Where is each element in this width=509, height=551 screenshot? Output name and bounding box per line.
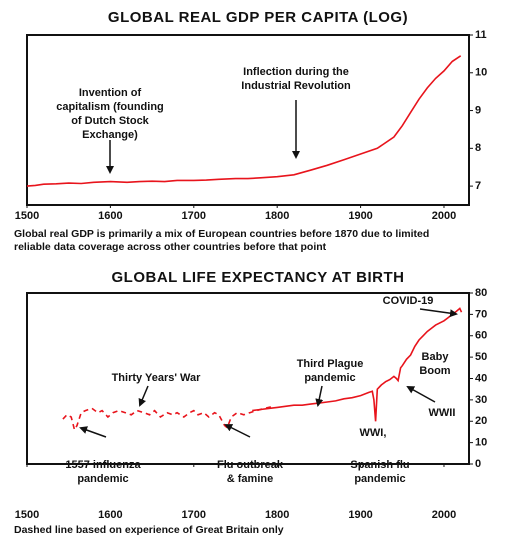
y-tick-label: 0 xyxy=(475,458,481,470)
annotation: Invention of xyxy=(79,87,142,99)
line xyxy=(26,55,462,187)
annotation: Exchange) xyxy=(82,129,138,141)
x-tick-label: 2000 xyxy=(432,509,456,521)
x-tick-label: 1900 xyxy=(348,210,372,222)
annotation-arrow xyxy=(406,386,436,403)
line xyxy=(62,405,274,432)
annotation: Baby xyxy=(422,351,450,363)
x-tick-label: 1600 xyxy=(98,509,122,521)
y-tick-label: 10 xyxy=(475,67,487,79)
y-tick-label: 8 xyxy=(475,142,481,154)
x-tick-label: 1600 xyxy=(98,210,122,222)
annotation-arrow xyxy=(419,308,458,318)
annotation: Industrial Revolution xyxy=(241,80,351,92)
plot-frame xyxy=(26,34,470,206)
line xyxy=(252,307,463,422)
annotation: pandemic xyxy=(77,473,128,485)
annotation: Boom xyxy=(419,365,450,377)
annotation: & famine xyxy=(227,473,273,485)
x-tick-label: 1700 xyxy=(182,210,206,222)
y-tick-label: 9 xyxy=(475,104,481,116)
y-tick-label: 20 xyxy=(475,415,487,427)
annotation: WWII xyxy=(429,407,456,419)
x-tick-label: 1700 xyxy=(182,509,206,521)
x-tick-label: 1500 xyxy=(15,509,39,521)
note: Dashed line based on experience of Great… xyxy=(14,524,284,536)
x-tick-label: 1800 xyxy=(265,509,289,521)
annotation: 1557 influenza xyxy=(65,459,141,471)
annotation: of Dutch Stock xyxy=(71,115,149,127)
annotation: capitalism (founding xyxy=(56,101,164,113)
x-tick-label: 2000 xyxy=(432,210,456,222)
y-tick-label: 60 xyxy=(475,330,487,342)
annotation-arrow xyxy=(315,385,324,407)
annotation: Third Plague xyxy=(297,358,364,370)
chart-title: GLOBAL REAL GDP PER CAPITA (LOG) xyxy=(108,9,408,26)
y-tick-label: 30 xyxy=(475,394,487,406)
annotation: pandemic xyxy=(304,372,355,384)
annotation: Spanish flu xyxy=(350,459,409,471)
y-tick-label: 7 xyxy=(475,180,481,192)
annotation-arrow xyxy=(224,424,251,438)
x-tick-label: 1500 xyxy=(15,210,39,222)
annotation: pandemic xyxy=(354,473,405,485)
y-tick-label: 70 xyxy=(475,308,487,320)
annotation: Inflection during the xyxy=(243,66,349,78)
x-tick-label: 1800 xyxy=(265,210,289,222)
y-tick-label: 40 xyxy=(475,372,487,384)
chart-title: GLOBAL LIFE EXPECTANCY AT BIRTH xyxy=(111,269,404,286)
y-tick-label: 10 xyxy=(475,437,487,449)
annotation: Thirty Years' War xyxy=(112,372,202,384)
y-tick-label: 11 xyxy=(475,29,487,41)
note: Global real GDP is primarily a mix of Eu… xyxy=(14,228,429,240)
annotation-arrow xyxy=(138,385,149,407)
annotation-arrow xyxy=(79,426,107,438)
annotation: WWI, xyxy=(360,427,387,439)
annotation: COVID-19 xyxy=(383,295,434,307)
x-tick-label: 1900 xyxy=(348,509,372,521)
annotation: Flu outbreak xyxy=(217,459,284,471)
y-tick-label: 80 xyxy=(475,287,487,299)
note: reliable data coverage across other coun… xyxy=(14,241,327,253)
plot-frame xyxy=(26,292,470,465)
y-tick-label: 50 xyxy=(475,351,487,363)
